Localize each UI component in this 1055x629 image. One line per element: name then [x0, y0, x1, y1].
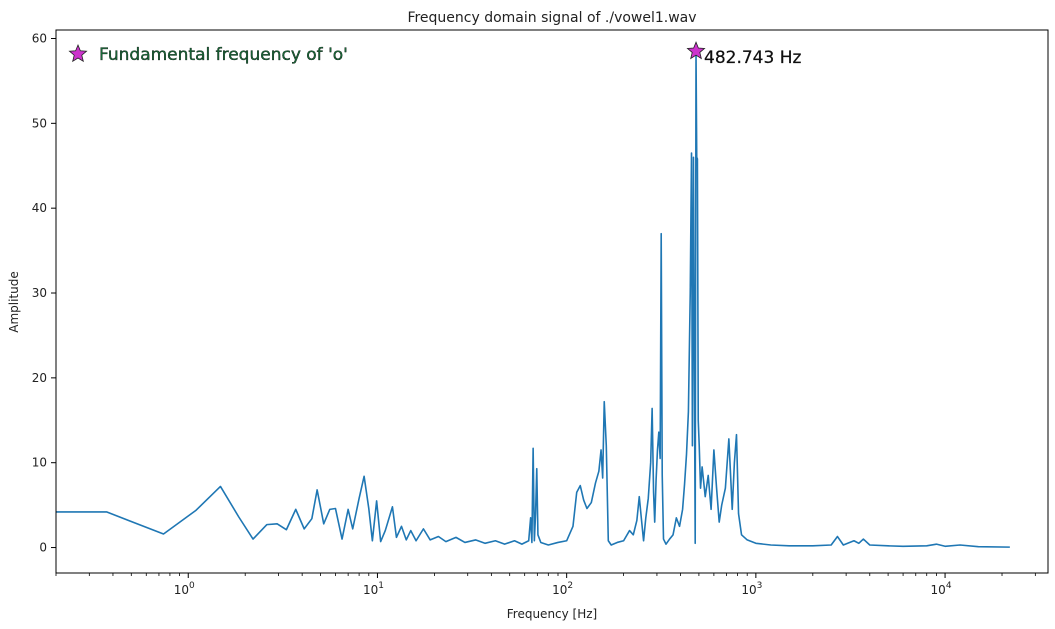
- x-tick-exponent: 3: [757, 581, 763, 591]
- x-tick-label: 104: [931, 581, 952, 597]
- peak-star-marker: [686, 41, 706, 60]
- series-line-0: [56, 50, 1010, 548]
- legend-star-marker: [68, 43, 88, 63]
- y-tick-label: 0: [39, 541, 47, 555]
- annotation-label: Fundamental frequency of 'o': [99, 45, 348, 65]
- y-tick-layer: 0 10 20 30 40 50 60: [32, 31, 56, 555]
- chart-title: Frequency domain signal of ./vowel1.wav: [407, 10, 696, 26]
- series-layer: [56, 50, 1010, 548]
- annotation-layer: Fundamental frequency of 'o' 482.743 Hz: [68, 41, 802, 68]
- y-tick-label: 10: [32, 456, 47, 470]
- x-tick-label: 101: [363, 581, 384, 597]
- x-tick-exponent: 2: [567, 581, 573, 591]
- peak-frequency-label: 482.743 Hz: [704, 48, 801, 68]
- x-tick-label: 103: [741, 581, 762, 597]
- x-tick-exponent: 1: [378, 581, 384, 591]
- y-tick-label: 60: [32, 31, 47, 45]
- x-tick-layer: 100 101 102 103 104: [55, 573, 1036, 597]
- y-tick-label: 20: [32, 371, 47, 385]
- y-axis-label: Amplitude: [7, 271, 21, 333]
- x-axis-label: Frequency [Hz]: [507, 607, 598, 621]
- plot-background: [56, 30, 1048, 573]
- x-tick-label: 102: [552, 581, 573, 597]
- x-tick-exponent: 4: [946, 581, 952, 591]
- y-tick-label: 40: [32, 201, 47, 215]
- y-tick-label: 50: [32, 116, 47, 130]
- x-tick-exponent: 0: [189, 581, 195, 591]
- y-tick-label: 30: [32, 286, 47, 300]
- plot-frame: [55, 29, 1049, 574]
- x-tick-label: 100: [174, 581, 195, 597]
